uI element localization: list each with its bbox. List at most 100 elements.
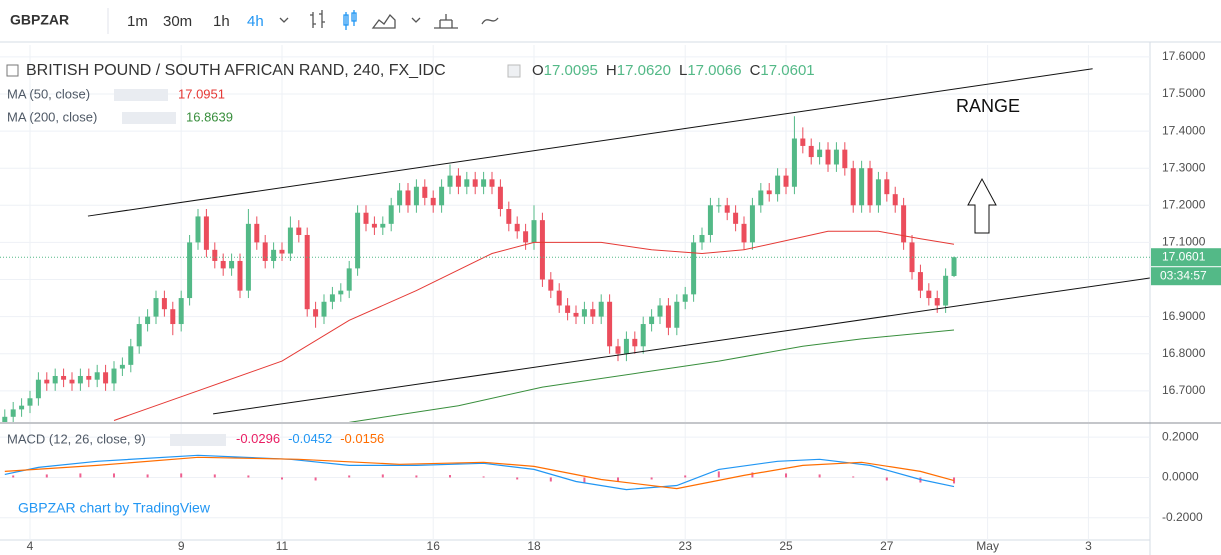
x-tick-label: 18 <box>527 539 541 553</box>
last-price-label: 17.0601 <box>1162 249 1206 263</box>
annotation: RANGE <box>956 96 1020 116</box>
candle-body <box>817 149 823 158</box>
candle-body <box>497 186 503 210</box>
candle-body <box>35 379 41 399</box>
candle-body <box>77 375 83 384</box>
watermark: GBPZAR chart by TradingView <box>18 500 211 516</box>
interval-button[interactable]: 30m <box>163 13 192 30</box>
ohlc-letter: O <box>532 62 544 79</box>
interval-group: 1m 30m 1h 4h <box>127 13 264 30</box>
interval-button[interactable]: 1h <box>213 13 230 30</box>
line-series <box>4 456 955 490</box>
candle-body <box>111 368 117 384</box>
toolbar-icons <box>279 10 499 30</box>
x-tick-label: 27 <box>880 539 894 553</box>
x-tick-label: 4 <box>27 539 34 553</box>
legend-icons <box>170 434 226 446</box>
candle-body <box>775 175 781 195</box>
candle-body <box>859 168 865 206</box>
trend-line <box>87 68 1093 217</box>
candle-body <box>791 138 797 187</box>
candle-body <box>850 168 856 206</box>
candle-body <box>749 205 755 243</box>
histogram-bar <box>785 473 788 478</box>
symbol[interactable]: GBPZAR <box>10 12 69 28</box>
candle-body <box>170 309 176 325</box>
candle-body <box>397 190 403 206</box>
candle-body <box>262 242 268 261</box>
histogram-bar <box>381 474 384 478</box>
price-pane <box>0 45 1150 422</box>
eye-icon <box>507 64 521 78</box>
histogram-bar <box>717 471 720 478</box>
histogram-bar <box>280 477 283 480</box>
trend-line <box>213 277 1150 415</box>
line-series <box>113 230 955 421</box>
y-tick-label: 17.6000 <box>1162 49 1206 63</box>
candle-body <box>623 338 629 354</box>
countdown: 03:34:57 <box>1160 268 1207 282</box>
candle-body <box>447 175 453 187</box>
chart-title: BRITISH POUND / SOUTH AFRICAN RAND, 240,… <box>26 62 446 79</box>
ohlc-value: 17.0066 <box>687 62 741 79</box>
candle-body <box>178 298 184 325</box>
candle-body <box>741 223 747 243</box>
indicators-icon[interactable] <box>434 14 458 29</box>
candle-body <box>691 242 697 295</box>
candle-body <box>61 375 67 380</box>
y-tick-label: 17.5000 <box>1162 86 1206 100</box>
ohlc-value: 17.0601 <box>760 62 814 79</box>
last-price-box <box>1151 248 1221 267</box>
candle-body <box>69 379 75 384</box>
candle-body <box>481 179 487 187</box>
y-tick-label: 17.1000 <box>1162 235 1206 249</box>
candle-body <box>565 305 571 313</box>
candle-body <box>833 149 839 165</box>
candle-body <box>707 205 713 235</box>
candle-body <box>699 234 705 243</box>
candle-body <box>615 346 621 354</box>
overlay: 16.700016.800016.900017.000017.100017.20… <box>6 49 1221 553</box>
candle-body <box>363 212 369 224</box>
candle-body <box>44 379 50 384</box>
y-tick-label: 17.3000 <box>1162 160 1206 174</box>
candle-body <box>665 305 671 328</box>
bars-icon[interactable] <box>310 10 325 28</box>
area-icon[interactable] <box>371 13 396 29</box>
histogram-bar <box>449 475 452 478</box>
x-tick-label: 23 <box>679 539 693 553</box>
candle-body <box>422 186 428 198</box>
candles-icon[interactable] <box>343 10 357 30</box>
candle-body <box>161 298 167 310</box>
candle-body <box>430 197 436 206</box>
candle-body <box>439 186 445 206</box>
candle-body <box>212 249 218 261</box>
candle-body <box>800 138 806 146</box>
candle-body <box>951 257 957 276</box>
candle-body <box>842 149 848 169</box>
candle-body <box>187 242 193 299</box>
candle-body <box>514 223 520 232</box>
histogram-bar <box>146 474 149 478</box>
interval-button[interactable]: 1m <box>127 13 148 30</box>
dropdown-icon[interactable] <box>411 17 421 23</box>
candle-body <box>388 205 394 224</box>
x-tick-label: 16 <box>427 539 441 553</box>
candle-body <box>590 309 596 317</box>
interval-button[interactable]: 4h <box>247 13 264 30</box>
histogram-bar <box>415 475 418 478</box>
ohlc-value: 17.0620 <box>617 62 671 79</box>
compare-icon[interactable] <box>481 17 499 25</box>
line-series <box>349 329 955 422</box>
candle-body <box>321 301 327 317</box>
countdown-box <box>1151 267 1221 286</box>
histogram-bar <box>180 473 183 478</box>
candle-body <box>489 179 495 187</box>
candle-body <box>27 398 33 406</box>
legend-icons <box>114 89 168 101</box>
ma-legend-name: MA (50, close) <box>7 86 90 101</box>
macd-legend-value: -0.0156 <box>340 431 384 446</box>
ohlc-legend: O17.0095 H17.0620 L17.0066 C17.0601 <box>532 62 815 79</box>
dropdown-icon[interactable] <box>279 17 289 23</box>
histogram-bar <box>79 473 82 478</box>
